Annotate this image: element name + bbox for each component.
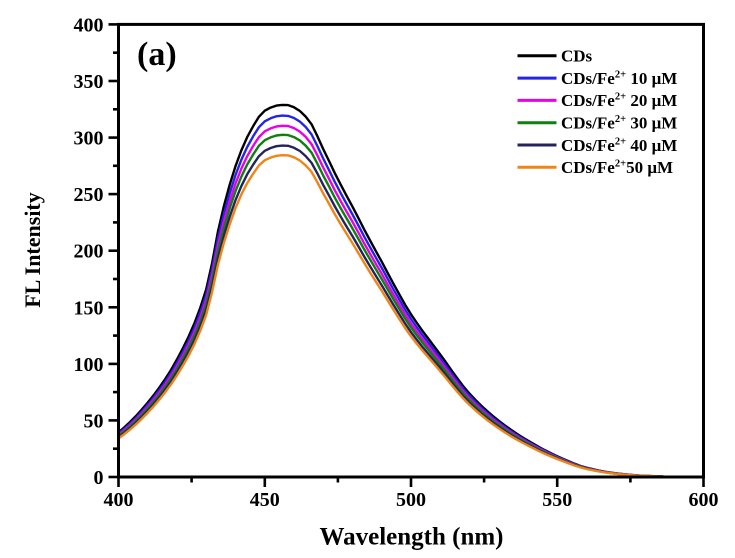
svg-text:500: 500 [396,489,426,511]
svg-text:400: 400 [74,14,104,36]
svg-text:CDs: CDs [561,47,593,66]
svg-text:250: 250 [74,184,104,206]
svg-text:350: 350 [74,71,104,93]
svg-text:100: 100 [74,354,104,376]
svg-text:300: 300 [74,128,104,150]
svg-text:CDs/Fe2+ 20 μM: CDs/Fe2+ 20 μM [561,91,677,110]
svg-text:400: 400 [104,489,134,511]
svg-text:FL Intensity: FL Intensity [20,192,45,308]
svg-text:CDs/Fe2+ 10 μM: CDs/Fe2+ 10 μM [561,69,677,88]
svg-text:CDs/Fe2+ 30 μM: CDs/Fe2+ 30 μM [561,114,677,133]
svg-text:200: 200 [74,241,104,263]
svg-text:CDs/Fe2+ 40 μM: CDs/Fe2+ 40 μM [561,136,677,155]
svg-text:600: 600 [689,489,719,511]
svg-text:550: 550 [542,489,572,511]
svg-text:Wavelength (nm): Wavelength (nm) [319,524,503,551]
svg-text:150: 150 [74,297,104,319]
svg-text:50: 50 [84,410,104,432]
svg-text:450: 450 [250,489,280,511]
svg-text:CDs/Fe2+50 μM: CDs/Fe2+50 μM [561,158,673,177]
svg-text:(a): (a) [137,36,177,73]
svg-text:0: 0 [94,467,104,489]
